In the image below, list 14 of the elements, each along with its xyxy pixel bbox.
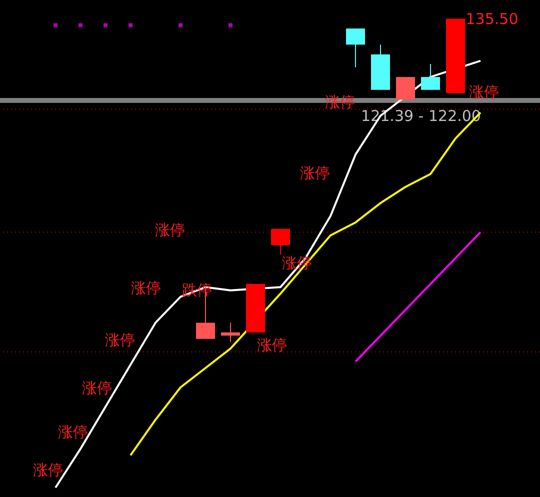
annotation: 涨停 <box>300 164 330 182</box>
annotation: 135.50 <box>466 10 518 28</box>
annotation: 涨停 <box>105 331 135 349</box>
annotation: 涨停 <box>257 336 287 354</box>
text: 涨停 <box>58 423 88 441</box>
annotation: 涨停 <box>155 221 185 239</box>
candlestick <box>346 28 365 68</box>
text: 涨停 <box>33 461 63 479</box>
annotation: 涨停 <box>469 83 499 101</box>
candlestick <box>271 228 290 256</box>
candlestick <box>221 322 240 343</box>
annotation: 涨停 <box>131 279 161 297</box>
text: 涨停 <box>82 379 112 397</box>
candlestick <box>421 64 440 90</box>
